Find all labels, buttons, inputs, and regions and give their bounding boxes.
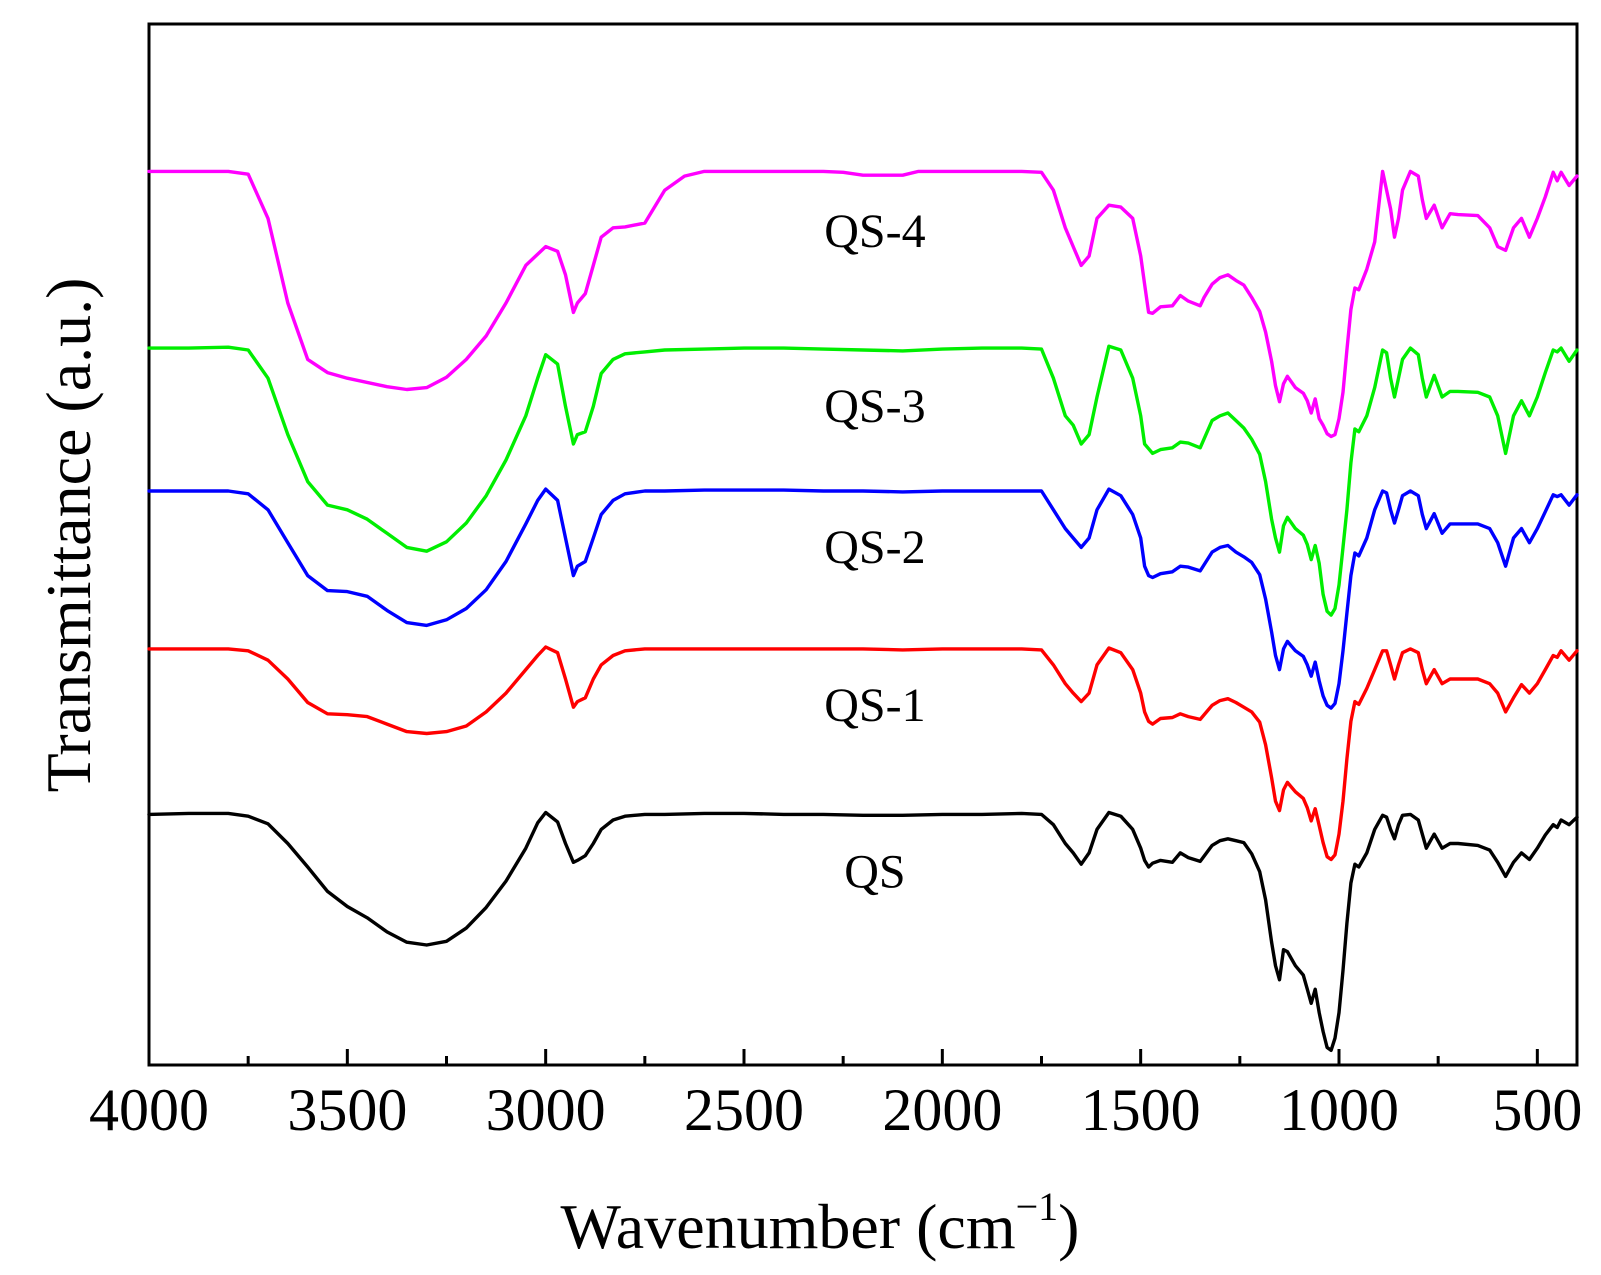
spectra	[147, 169, 1579, 1052]
plot-frame	[147, 22, 1579, 1067]
series-label-qs-3: QS-3	[824, 380, 925, 433]
y-axis-title: Transmittance (a.u.)	[33, 278, 104, 793]
series-line-qs-1	[147, 645, 1579, 862]
series-line-qs	[147, 810, 1579, 1052]
x-tick-label: 1000	[1279, 1077, 1399, 1143]
series-label-qs-1: QS-1	[824, 679, 925, 732]
x-tick-label: 2500	[684, 1077, 804, 1143]
series-labels: QS-4 QS-3 QS-2 QS-1 QS	[824, 205, 925, 898]
x-tick-label: 3500	[287, 1077, 407, 1143]
x-tick-label: 3000	[486, 1077, 606, 1143]
series-line-qs-2	[147, 487, 1579, 710]
series-line-qs-3	[147, 344, 1579, 617]
x-tick-label: 2000	[882, 1077, 1002, 1143]
x-tick-label: 500	[1492, 1077, 1582, 1143]
x-tick-label: 4000	[89, 1077, 209, 1143]
x-axis-tick-labels: 4000 3500 3000 2500 2000 1500 1000 500	[89, 1077, 1582, 1143]
x-tick-label: 1500	[1081, 1077, 1201, 1143]
x-axis-title-superscript: −1	[1016, 1184, 1059, 1229]
x-axis-title: Wavenumber (cm−1)	[561, 1184, 1080, 1262]
x-axis-title-end: )	[1058, 1191, 1079, 1262]
x-axis-ticks	[147, 1049, 1539, 1065]
series-line-qs-4	[147, 169, 1579, 439]
series-label-qs: QS	[844, 845, 905, 898]
series-label-qs-4: QS-4	[824, 205, 925, 258]
series-label-qs-2: QS-2	[824, 521, 925, 574]
